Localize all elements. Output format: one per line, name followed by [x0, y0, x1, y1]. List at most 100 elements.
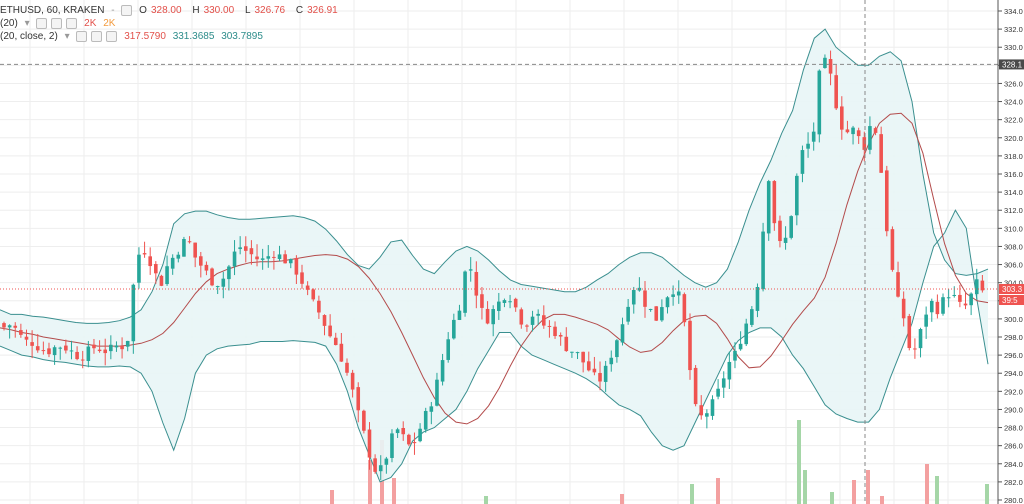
- axis-tick-label: 326.0: [1004, 79, 1023, 88]
- candle-body: [750, 309, 754, 325]
- axis-tick-label: 280.0: [1004, 496, 1023, 504]
- candle-body: [148, 256, 152, 267]
- candle-body: [879, 134, 883, 173]
- candle-body: [547, 325, 552, 327]
- bollinger-indicator-label[interactable]: (20, close, 2): [0, 31, 58, 43]
- candle-body: [137, 254, 141, 283]
- candle-body: [609, 357, 614, 365]
- candle-body: [541, 315, 546, 326]
- candle-body: [41, 350, 46, 352]
- candle-body: [92, 344, 96, 349]
- dropdown-icon[interactable]: ▾: [64, 31, 70, 43]
- axis-tick-label: 292.0: [1004, 387, 1023, 396]
- axis-tick-label: 330.0: [1004, 43, 1023, 52]
- price-tags: 328.1 303.3 39:5: [999, 59, 1024, 306]
- candle-body: [738, 343, 743, 350]
- candle-body: [862, 137, 867, 150]
- candle-body: [463, 271, 467, 313]
- candle-body: [165, 266, 169, 285]
- volume-indicator-label[interactable]: (20): [0, 18, 18, 30]
- candle-body: [890, 229, 895, 270]
- crosshair-price-label: 328.1: [1002, 60, 1023, 69]
- candle-body: [328, 325, 332, 337]
- candlestick-series: [2, 50, 985, 481]
- candle-body: [423, 410, 428, 430]
- candle-body: [693, 367, 698, 405]
- candle-body: [182, 238, 186, 257]
- candle-body: [761, 231, 765, 290]
- candle-body: [946, 297, 951, 299]
- candle-body: [755, 287, 760, 311]
- candle-body: [109, 344, 113, 352]
- candle-body: [272, 256, 276, 258]
- symbol-title[interactable]: ETHUSD, 60, KRAKEN: [0, 5, 105, 17]
- bollinger-basis-line: [0, 112, 989, 425]
- axis-tick-label: 316.0: [1004, 170, 1023, 179]
- candle-body: [952, 294, 957, 296]
- candle-body: [345, 362, 349, 373]
- settings-icon[interactable]: [51, 18, 63, 29]
- candle-body: [907, 316, 912, 349]
- settings-icon[interactable]: [121, 5, 133, 16]
- volume-bar: [392, 478, 396, 504]
- axis-tick-label: 310.0: [1004, 224, 1023, 233]
- eye-icon[interactable]: [76, 31, 88, 42]
- candle-body: [570, 351, 574, 353]
- volume-legend: (20) ▾ 2K 2K: [0, 18, 119, 29]
- candle-body: [440, 360, 445, 382]
- candle-body: [800, 150, 805, 174]
- candle-body: [170, 257, 175, 269]
- candle-body: [86, 346, 91, 361]
- countdown-tag: [999, 295, 1024, 306]
- volume-bar: [985, 484, 989, 504]
- candle-body: [260, 258, 265, 260]
- candle-body: [974, 279, 979, 295]
- candle-body: [378, 465, 383, 472]
- candle-body: [362, 410, 366, 431]
- candle-body: [58, 347, 63, 349]
- candle-body: [373, 458, 377, 472]
- candle-body: [159, 275, 164, 286]
- axis-tick-label: 320.0: [1004, 134, 1023, 143]
- candle-body: [333, 337, 338, 346]
- candle-body: [187, 241, 192, 243]
- candle-body: [35, 346, 40, 351]
- candle-body: [603, 365, 608, 382]
- close-icon[interactable]: [106, 31, 118, 42]
- candle-body: [823, 57, 827, 69]
- candle-body: [227, 266, 231, 280]
- candle-body: [13, 325, 18, 328]
- candle-body: [564, 336, 569, 352]
- candle-body: [868, 126, 872, 150]
- candle-body: [47, 348, 51, 355]
- candle-body: [497, 301, 501, 311]
- candle-body: [918, 329, 923, 349]
- eye-icon[interactable]: [36, 18, 48, 29]
- candle-body: [935, 301, 940, 315]
- bb-basis-value: 317.5790: [124, 31, 166, 43]
- crosshair-price-tag: [999, 59, 1024, 70]
- candle-body: [80, 359, 85, 361]
- candle-body: [485, 308, 490, 324]
- axis-tick-label: 282.0: [1004, 478, 1023, 487]
- candle-body: [24, 336, 29, 340]
- price-axis[interactable]: 334.0332.0330.0328.0326.0324.0322.0320.0…: [997, 0, 1024, 504]
- candle-body: [131, 284, 136, 342]
- dropdown-icon[interactable]: ▾: [24, 18, 30, 30]
- volume-bar: [797, 420, 801, 504]
- candle-body: [744, 323, 749, 345]
- candle-body: [705, 413, 709, 417]
- candle-body: [232, 251, 237, 267]
- candle-body: [407, 434, 411, 445]
- settings-icon[interactable]: [91, 31, 103, 42]
- candle-body: [238, 247, 242, 250]
- bb-lower-value: 303.7895: [221, 31, 263, 43]
- close-icon[interactable]: [66, 18, 78, 29]
- candle-body: [845, 129, 850, 133]
- candle-body: [873, 128, 878, 133]
- candle-body: [64, 345, 68, 351]
- candle-body: [783, 237, 788, 243]
- candle-body: [367, 429, 372, 458]
- candle-body: [468, 269, 473, 271]
